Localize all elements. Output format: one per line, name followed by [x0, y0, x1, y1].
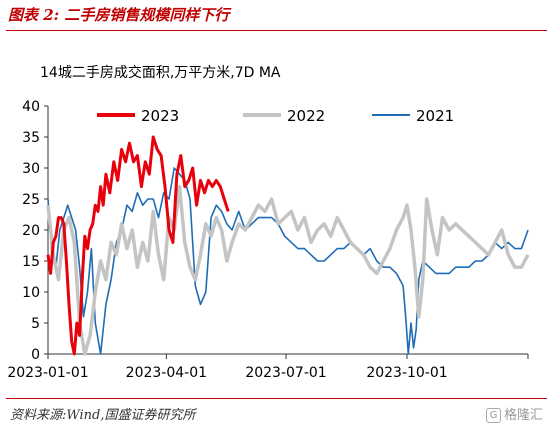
x-tick-label: 2023-01-01 [7, 365, 88, 381]
legend-label-2023: 2023 [141, 107, 179, 125]
figure-title: 图表 2: 二手房销售规模同样下行 [8, 6, 230, 24]
title-divider [6, 30, 547, 31]
y-tick-label: 5 [31, 316, 40, 332]
series-line-2021 [47, 167, 529, 355]
x-tick-label: 2023-10-01 [366, 365, 447, 381]
y-tick-label: 15 [22, 254, 40, 270]
y-tick-label: 30 [22, 161, 40, 177]
x-tick-label: 2023-04-01 [126, 365, 207, 381]
x-tick-label: 2023-07-01 [245, 365, 326, 381]
watermark-text: 格隆汇 [503, 408, 543, 423]
y-tick-label: 10 [22, 285, 40, 301]
series-line-2023 [46, 135, 230, 356]
series-line-2022 [46, 184, 530, 356]
legend-label-2021: 2021 [416, 107, 454, 125]
y-tick-label: 0 [31, 347, 40, 363]
y-tick-label: 20 [22, 223, 40, 239]
chart-title: 14城二手房成交面积,万平方米,7D MA [40, 65, 281, 81]
watermark: G 格隆汇 [485, 404, 543, 423]
source-divider [6, 398, 547, 399]
y-tick-label: 40 [22, 99, 40, 115]
y-tick-label: 35 [22, 130, 40, 146]
line-chart: 0 5 10 15 20 25 30 35 40 2023-01-01 2023-04-01 2023… [7, 99, 530, 381]
legend-label-2022: 2022 [287, 107, 325, 125]
watermark-logo-icon: G [485, 408, 501, 423]
y-tick-label: 25 [22, 192, 40, 208]
source-note: 资料来源:Wind,国盛证券研究所 [10, 408, 196, 423]
